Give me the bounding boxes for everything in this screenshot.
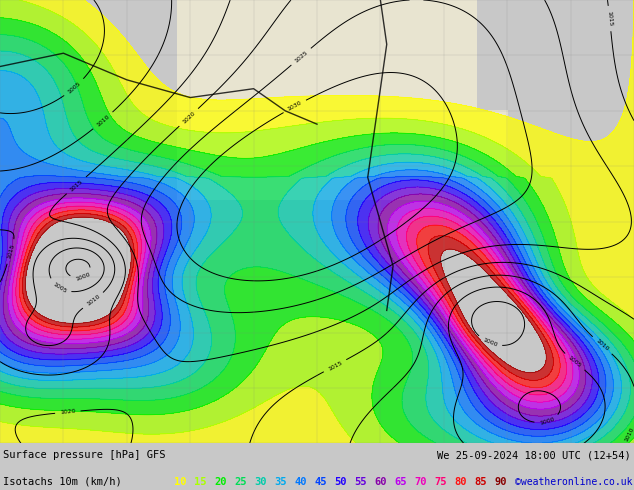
Text: 1015: 1015: [69, 178, 84, 192]
Text: 35: 35: [275, 477, 287, 487]
Text: Isotachs 10m (km/h): Isotachs 10m (km/h): [3, 477, 128, 487]
Text: 85: 85: [475, 477, 487, 487]
Text: 1015: 1015: [327, 360, 343, 371]
Text: 1000: 1000: [539, 416, 555, 426]
Text: 1010: 1010: [96, 114, 110, 127]
Text: 65: 65: [394, 477, 407, 487]
Text: 45: 45: [314, 477, 327, 487]
Text: 60: 60: [375, 477, 387, 487]
Text: 70: 70: [415, 477, 427, 487]
Text: 20: 20: [214, 477, 227, 487]
Text: 1005: 1005: [67, 81, 82, 95]
Text: 1020: 1020: [181, 110, 196, 124]
Text: 30: 30: [254, 477, 267, 487]
Text: 1005: 1005: [567, 355, 582, 369]
Text: 50: 50: [335, 477, 347, 487]
Text: Surface pressure [hPa] GFS: Surface pressure [hPa] GFS: [3, 450, 165, 461]
Text: 1010: 1010: [86, 294, 101, 307]
Text: ©weatheronline.co.uk: ©weatheronline.co.uk: [515, 477, 633, 487]
Text: 90: 90: [495, 477, 507, 487]
Text: 1005: 1005: [51, 281, 67, 294]
Text: 1030: 1030: [287, 100, 303, 112]
Text: 1020: 1020: [60, 409, 76, 416]
Text: We 25-09-2024 18:00 UTC (12+54): We 25-09-2024 18:00 UTC (12+54): [437, 450, 631, 461]
Text: 40: 40: [295, 477, 307, 487]
Text: 10: 10: [174, 477, 187, 487]
Text: 75: 75: [434, 477, 447, 487]
Text: 1000: 1000: [482, 338, 498, 348]
Text: 1025: 1025: [294, 49, 309, 64]
Text: 1015: 1015: [606, 11, 613, 26]
Text: 1010: 1010: [624, 426, 634, 442]
Text: 15: 15: [195, 477, 207, 487]
Text: 1015: 1015: [6, 244, 15, 260]
Text: 55: 55: [354, 477, 367, 487]
Text: 25: 25: [235, 477, 247, 487]
Text: 1000: 1000: [75, 272, 91, 282]
Text: 1010: 1010: [595, 338, 610, 352]
Text: 80: 80: [455, 477, 467, 487]
